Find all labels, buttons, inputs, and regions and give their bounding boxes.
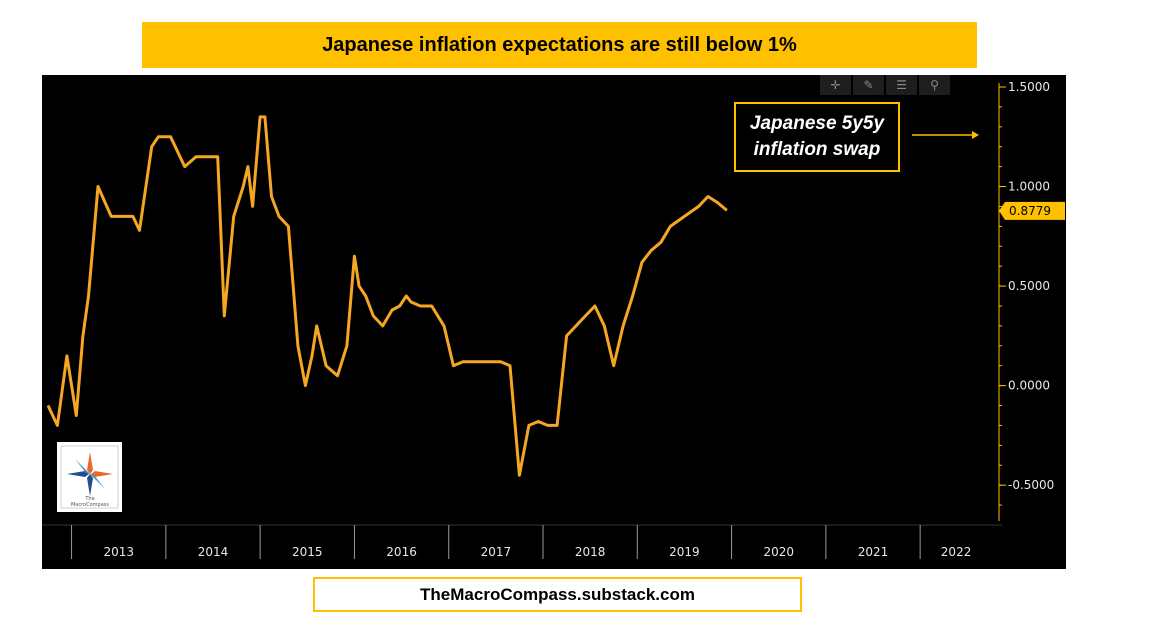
series-callout: Japanese 5y5y inflation swap — [734, 102, 900, 172]
x-tick-label: 2017 — [481, 545, 512, 559]
list-icon[interactable]: ☰ — [886, 75, 917, 95]
macrocompass-logo: The MacroCompass — [57, 442, 122, 512]
line-chart: 1.5000 1.0000 0.5000 0.0000 -0.5000 2013 2014… — [42, 80, 1065, 559]
compass-icon: The MacroCompass — [60, 445, 119, 509]
callout-line-1: Japanese 5y5y — [749, 113, 885, 134]
pencil-icon[interactable]: ✎ — [853, 75, 884, 95]
y-tick-label: -0.5000 — [1008, 478, 1054, 492]
chart-title: Japanese inflation expectations are stil… — [142, 22, 977, 68]
y-axis: 1.5000 1.0000 0.5000 0.0000 -0.5000 — [998, 80, 1054, 521]
x-axis: 2013 2014 2015 2016 2017 2018 2019 2020 2021 2022 — [42, 524, 1002, 559]
x-tick-label: 2015 — [292, 545, 323, 559]
y-tick-label: 1.0000 — [1008, 180, 1050, 194]
crosshair-icon[interactable]: ✛ — [820, 75, 851, 95]
chart-toolbar: ✛ ✎ ☰ ⚲ — [820, 75, 951, 95]
x-tick-label: 2022 — [941, 545, 972, 559]
last-value-label: 0.8779 — [1009, 204, 1051, 218]
x-tick-label: 2013 — [103, 545, 134, 559]
series-line — [46, 115, 728, 477]
x-tick-label: 2020 — [763, 545, 794, 559]
footer-url: TheMacroCompass.substack.com — [313, 577, 802, 612]
callout-line-2: inflation swap — [753, 139, 881, 160]
logo-text-2: MacroCompass — [71, 502, 109, 508]
magnifier-icon[interactable]: ⚲ — [919, 75, 950, 95]
x-tick-label: 2021 — [858, 545, 889, 559]
y-tick-label: 0.0000 — [1008, 379, 1050, 393]
logo-text-1: The — [84, 496, 94, 502]
y-tick-label: 0.5000 — [1008, 279, 1050, 293]
x-tick-label: 2019 — [669, 545, 700, 559]
y-tick-label: 1.5000 — [1008, 80, 1050, 94]
x-tick-label: 2018 — [575, 545, 606, 559]
callout-arrowhead — [972, 131, 979, 139]
x-tick-label: 2014 — [198, 545, 229, 559]
x-tick-label: 2016 — [386, 545, 417, 559]
chart-panel: ✛ ✎ ☰ ⚲ 1.5000 1.0000 0.5000 0.0000 -0.5000 … — [42, 75, 1066, 569]
last-value-marker — [999, 201, 1065, 220]
last-value-tag: 0.8779 — [999, 201, 1065, 220]
